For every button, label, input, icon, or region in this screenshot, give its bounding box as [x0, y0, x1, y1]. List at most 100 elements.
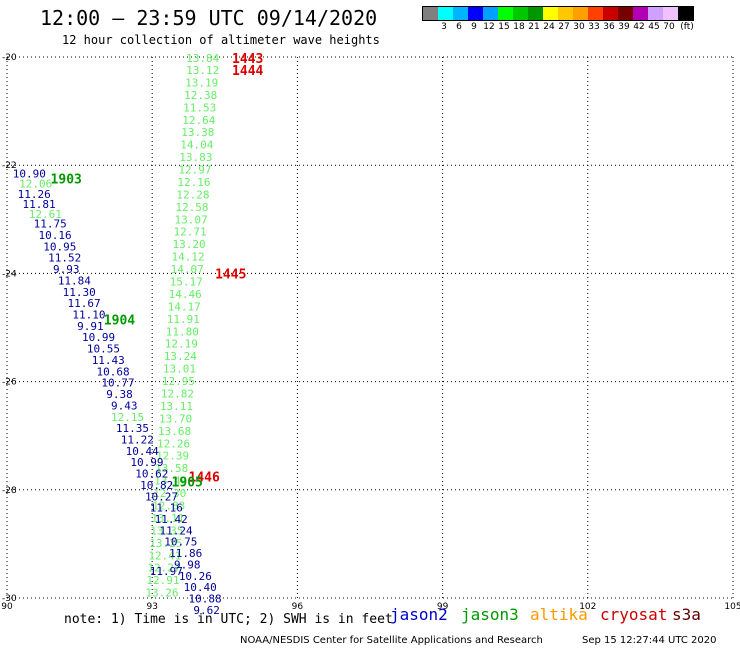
wave-height-label: 11.43 [92, 354, 125, 367]
wave-height-label: 12.27 [147, 562, 180, 575]
wave-height-label: 9.98 [174, 558, 201, 571]
color-swatch [498, 7, 513, 20]
color-scale-label: 27 [558, 22, 570, 32]
wave-height-label: 11.42 [155, 513, 188, 526]
color-swatch [558, 7, 573, 20]
wave-height-label: 13.24 [164, 350, 197, 363]
wave-height-label: 13.07 [174, 213, 207, 226]
wave-height-label: 13.70 [159, 412, 192, 425]
x-tick-label: 99 [437, 602, 449, 612]
color-swatch [423, 7, 438, 20]
wave-height-label: 15.17 [170, 276, 203, 289]
color-swatch [543, 7, 558, 20]
legend-altika: altika [530, 605, 588, 624]
color-swatch [633, 7, 648, 20]
wave-height-label: 13.26 [145, 587, 178, 600]
color-swatch [648, 7, 663, 20]
wave-height-label: 10.44 [126, 445, 159, 458]
wave-height-label: 11.97 [150, 565, 183, 578]
wave-height-label: 12.19 [165, 338, 198, 351]
wave-height-label: 11.75 [34, 218, 67, 231]
color-swatch [483, 7, 498, 20]
wave-height-label: 10.90 [13, 167, 46, 180]
wave-height-label: 12.06 [19, 178, 52, 191]
y-tick-label: -26 [2, 378, 17, 388]
wave-height-label: 11.91 [167, 313, 200, 326]
pass-time-label: 1905 [172, 476, 203, 491]
color-swatch [663, 7, 678, 20]
color-scale-label: 15 [498, 22, 510, 32]
wave-height-label: 10.68 [97, 365, 130, 378]
footer-generated: Sep 15 12:27:44 UTC 2020 [582, 635, 717, 646]
footer-credit: NOAA/NESDIS Center for Satellite Applica… [240, 635, 543, 646]
wave-height-label: 12.83 [152, 499, 185, 512]
color-swatch [438, 7, 453, 20]
wave-height-label: 11.81 [22, 198, 55, 211]
color-swatch [528, 7, 543, 20]
page-title: 12:00 – 23:59 UTC 09/14/2020 [40, 6, 378, 30]
x-tick-label: 93 [146, 602, 157, 612]
pass-time-label: 1444 [232, 64, 263, 79]
wave-height-label: 12.71 [173, 226, 206, 239]
wave-height-label: 12.82 [161, 388, 194, 401]
color-swatch [603, 7, 618, 20]
y-tick-label: -30 [2, 594, 17, 604]
color-scale-label: 9 [471, 22, 477, 32]
color-scale-label: 3 [441, 22, 447, 32]
data-labels: 13.8413.1213.1912.3811.5312.6413.3814.04… [13, 52, 222, 617]
pass-time-label: 1443 [232, 52, 263, 67]
wave-height-label: 11.86 [169, 547, 202, 560]
color-swatch [588, 7, 603, 20]
color-scale-label: 42 [633, 22, 645, 32]
wave-height-label: 12.15 [111, 411, 144, 424]
wave-height-label: 12.28 [176, 188, 209, 201]
color-scale-label: 45 [648, 22, 660, 32]
wave-height-label: 12.30 [153, 487, 186, 500]
legend-jason3: jason3 [461, 605, 519, 624]
wave-height-label: 12.95 [162, 375, 195, 388]
page-subtitle: 12 hour collection of altimeter wave hei… [62, 33, 380, 47]
wave-height-label: 13.68 [158, 425, 191, 438]
wave-height-label: 12.16 [177, 176, 210, 189]
wave-height-label: 11.52 [48, 252, 81, 265]
wave-height-label: 13.11 [151, 512, 184, 525]
wave-height-label: 10.99 [82, 331, 115, 344]
x-tick-label: 96 [292, 602, 304, 612]
wave-height-label: 14.46 [169, 288, 202, 301]
grid-lines [6, 56, 734, 599]
wave-height-label: 12.64 [182, 114, 215, 127]
wave-height-label: 10.82 [140, 479, 173, 492]
wave-height-label: 10.95 [43, 240, 76, 253]
color-swatch [468, 7, 483, 20]
color-scale-label: 18 [513, 22, 525, 32]
x-tick-label: 90 [1, 602, 13, 612]
legend-cryosat: cryosat [600, 605, 668, 624]
wave-height-label: 13.12 [186, 64, 219, 77]
wave-height-label: 13.19 [185, 76, 218, 89]
wave-height-label: 13.58 [155, 462, 188, 475]
wave-height-label: 13.35 [150, 524, 183, 537]
wave-height-label: 9.62 [193, 604, 220, 617]
color-scale-label: 21 [528, 22, 540, 32]
wave-height-label: 11.10 [72, 309, 105, 322]
wave-height-label: 11.80 [166, 325, 199, 338]
color-swatch [573, 7, 588, 20]
wave-height-label: 10.62 [135, 468, 168, 481]
color-swatch [513, 7, 528, 20]
x-tick-label: 105 [724, 602, 740, 612]
wave-height-label: 11.24 [159, 524, 192, 537]
wave-height-label: 11.26 [18, 188, 51, 201]
wave-height-label: 13.84 [186, 52, 219, 65]
wave-height-label: 10.75 [164, 536, 197, 549]
legend-jason2: jason2 [390, 605, 448, 624]
color-swatch [618, 7, 633, 20]
color-scale-unit: (ft) [680, 22, 694, 32]
wave-height-label: 11.30 [63, 286, 96, 299]
wave-height-label: 10.40 [184, 581, 217, 594]
wave-height-label: 11.84 [58, 274, 91, 287]
wave-height-label: 13.49 [154, 475, 187, 488]
x-tick-label: 102 [579, 602, 596, 612]
